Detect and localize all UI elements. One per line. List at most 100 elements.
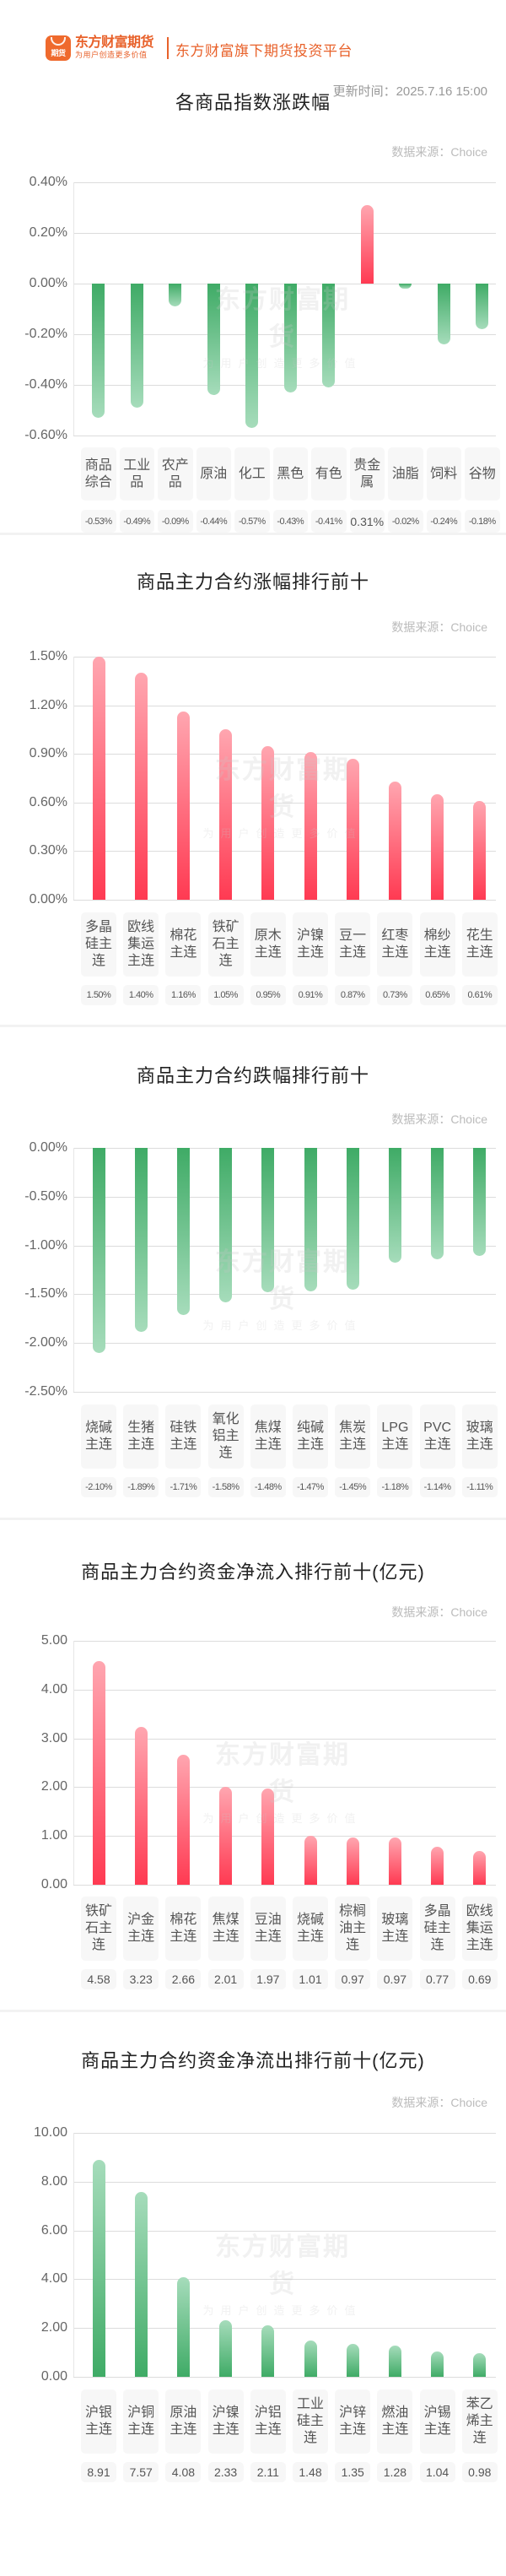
bar-8[interactable] <box>431 1847 444 1885</box>
bar-4[interactable] <box>261 1789 275 1885</box>
value-label: -0.24% <box>426 510 461 533</box>
bar-1[interactable] <box>134 2192 148 2377</box>
y-axis-tick: 4.00 <box>40 2271 67 2286</box>
bar-4[interactable] <box>261 1148 275 1293</box>
bar-5[interactable] <box>304 1148 317 1291</box>
grid-line <box>73 1392 496 1393</box>
bar-6[interactable] <box>346 758 359 900</box>
y-axis-line <box>73 2133 74 2377</box>
bar-3[interactable] <box>219 1148 233 1302</box>
bar-5[interactable] <box>304 752 317 900</box>
bar-9[interactable] <box>473 2352 487 2377</box>
bar-8[interactable] <box>431 2351 444 2377</box>
bar-3[interactable] <box>219 2319 233 2377</box>
watermark-line2: 为用户创造更多价值 <box>202 2303 363 2317</box>
value-label: -1.45% <box>335 1477 371 1497</box>
category-label: 多晶硅主连 <box>419 1897 455 1961</box>
y-axis-tick: -0.50% <box>24 1188 67 1204</box>
category-label: 铁矿石主连 <box>207 912 244 977</box>
bar-9[interactable] <box>437 284 450 344</box>
value-label: -0.18% <box>465 510 500 533</box>
brand-separator <box>167 37 169 59</box>
bar-6[interactable] <box>322 284 336 387</box>
y-axis-tick: 1.50% <box>29 649 67 663</box>
bar-9[interactable] <box>473 1851 487 1885</box>
bar-2[interactable] <box>176 712 190 900</box>
y-axis-tick: 2.00 <box>40 1779 67 1794</box>
bar-7[interactable] <box>388 781 401 900</box>
bar-7[interactable] <box>388 2346 401 2377</box>
bar-1[interactable] <box>134 1727 148 1885</box>
bar-0[interactable] <box>92 284 105 418</box>
bar-0[interactable] <box>92 1148 105 1353</box>
bar-9[interactable] <box>473 1148 487 1257</box>
grid-line <box>73 851 496 852</box>
grid-line <box>73 1245 496 1247</box>
data-source-label: 数据来源：Choice <box>391 1605 487 1619</box>
value-label: 7.57 <box>123 2462 159 2482</box>
value-label: 0.95% <box>250 985 286 1005</box>
watermark: 东方财富期货 为用户创造更多价值 <box>202 2226 363 2318</box>
bar-8[interactable] <box>431 1148 444 1259</box>
bar-8[interactable] <box>399 284 412 289</box>
grid-line <box>73 1885 496 1886</box>
y-axis-line <box>73 1148 74 1392</box>
value-label: -0.44% <box>196 510 231 533</box>
category-label: 玻璃主连 <box>377 1897 413 1961</box>
grid-line <box>73 2181 496 2183</box>
value-label: -1.89% <box>123 1477 159 1497</box>
bar-1[interactable] <box>130 284 143 408</box>
chart-title: 各商品指数涨跌幅 <box>175 92 331 113</box>
bar-2[interactable] <box>176 2277 190 2377</box>
bar-5[interactable] <box>283 284 297 392</box>
section-divider <box>0 1025 506 1027</box>
category-label: LPG主连 <box>377 1404 413 1469</box>
y-axis-tick: -1.00% <box>24 1237 67 1253</box>
bar-5[interactable] <box>304 2341 317 2377</box>
bar-6[interactable] <box>346 2343 359 2377</box>
value-label: 0.69 <box>461 1969 498 1989</box>
category-label: 沪铜主连 <box>123 2389 159 2454</box>
bar-2[interactable] <box>176 1148 190 1315</box>
category-label: 谷物 <box>465 447 500 501</box>
category-label: 氧化铝主连 <box>207 1404 244 1469</box>
bar-5[interactable] <box>304 1835 317 1885</box>
bar-3[interactable] <box>219 1786 233 1885</box>
value-label: 0.73% <box>377 985 413 1005</box>
bar-4[interactable] <box>245 284 259 428</box>
category-label: 沪金主连 <box>123 1897 159 1961</box>
category-label: 焦煤主连 <box>250 1404 286 1469</box>
watermark-line2: 为用户创造更多价值 <box>202 1318 363 1332</box>
value-label: 0.31% <box>349 510 385 533</box>
value-label: 2.33 <box>207 2462 244 2482</box>
value-label: 0.65% <box>419 985 455 1005</box>
grid-line <box>73 233 496 234</box>
bar-3[interactable] <box>207 284 220 395</box>
bar-0[interactable] <box>92 657 105 900</box>
category-label: 有色 <box>311 447 347 501</box>
y-axis-tick: 0.60% <box>29 794 67 809</box>
bar-4[interactable] <box>261 745 275 900</box>
brand-slogan: 为用户创造更多价值 <box>75 51 148 59</box>
value-label: 3.23 <box>123 1969 159 1989</box>
bar-2[interactable] <box>169 284 182 306</box>
bar-0[interactable] <box>92 1661 105 1885</box>
bar-7[interactable] <box>388 1837 401 1885</box>
bar-8[interactable] <box>431 794 444 900</box>
logo-text: 期货 <box>51 49 66 57</box>
bar-4[interactable] <box>261 2325 275 2377</box>
value-label: -1.11% <box>461 1477 498 1497</box>
bar-7[interactable] <box>388 1148 401 1264</box>
y-axis-tick: 0.00% <box>29 892 67 906</box>
bar-7[interactable] <box>360 205 374 284</box>
bar-0[interactable] <box>92 2159 105 2377</box>
bar-6[interactable] <box>346 1148 359 1290</box>
y-axis-tick: 0.20% <box>29 225 67 240</box>
bar-1[interactable] <box>134 673 148 900</box>
bar-6[interactable] <box>346 1837 359 1885</box>
bar-9[interactable] <box>473 800 487 900</box>
bar-2[interactable] <box>176 1755 190 1885</box>
bar-1[interactable] <box>134 1148 148 1333</box>
bar-10[interactable] <box>476 284 489 329</box>
bar-3[interactable] <box>219 729 233 900</box>
